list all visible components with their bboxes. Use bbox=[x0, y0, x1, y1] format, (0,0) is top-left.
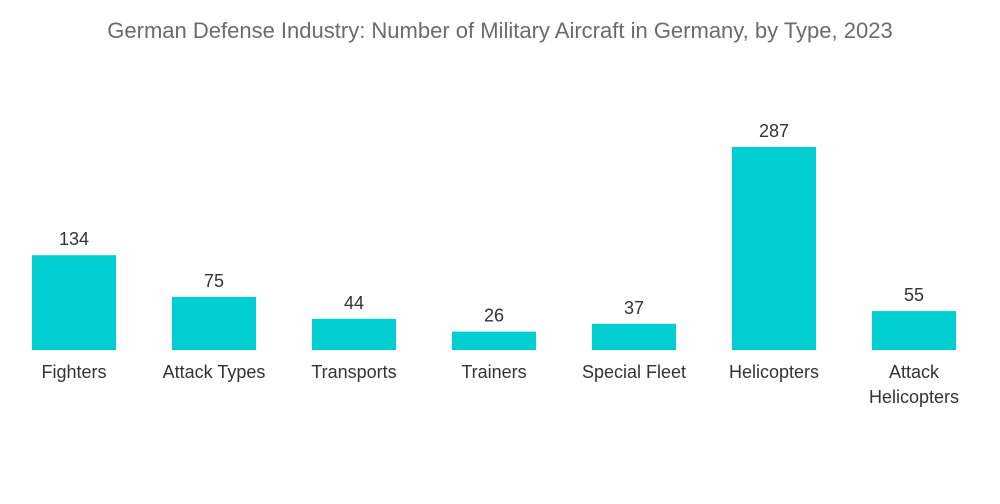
bar-attack-helicopters bbox=[872, 311, 956, 350]
category-label-fighters: Fighters bbox=[41, 362, 106, 382]
chart-title: German Defense Industry: Number of Milit… bbox=[107, 18, 893, 43]
value-label-attack-types: 75 bbox=[204, 271, 224, 291]
bar-trainers bbox=[452, 331, 536, 350]
bar-helicopters bbox=[732, 147, 816, 350]
category-label-trainers: Trainers bbox=[461, 362, 526, 382]
bar-fighters bbox=[32, 255, 116, 350]
value-label-fighters: 134 bbox=[59, 229, 89, 249]
bar-special-fleet bbox=[592, 323, 676, 350]
category-label-transports: Transports bbox=[311, 362, 396, 382]
category-label-helicopters: Helicopters bbox=[729, 362, 819, 382]
value-label-trainers: 26 bbox=[484, 306, 504, 326]
category-label-attack-helicopters: Attack Helicopters bbox=[869, 362, 959, 407]
bar-attack-types bbox=[172, 296, 256, 350]
bar-transports bbox=[312, 318, 396, 350]
category-label-special-fleet: Special Fleet bbox=[582, 362, 686, 382]
value-label-helicopters: 287 bbox=[759, 121, 789, 141]
value-label-transports: 44 bbox=[344, 293, 364, 313]
category-label-attack-types: Attack Types bbox=[163, 362, 266, 382]
value-label-attack-helicopters: 55 bbox=[904, 285, 924, 305]
value-label-special-fleet: 37 bbox=[624, 298, 644, 318]
